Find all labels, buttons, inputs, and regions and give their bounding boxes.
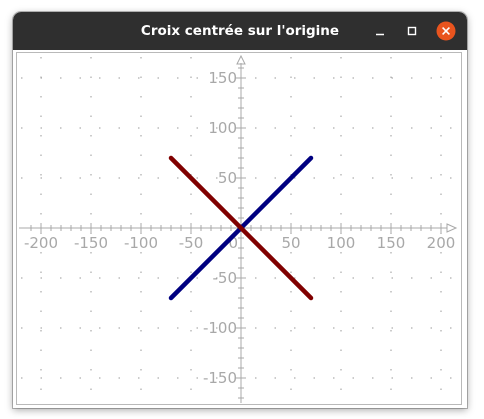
maximize-button[interactable] [402, 21, 422, 41]
title-bar[interactable]: Croix centrée sur l'origine [13, 12, 467, 50]
cross-plot: -200 -150 -100 -50 50 100 150 200 0 150 100 50 -50 -1… [19, 54, 458, 403]
x-axis-arrow [446, 223, 458, 233]
x-tick-label: 150 [377, 234, 406, 252]
window-title: Croix centrée sur l'origine [140, 23, 340, 39]
series-line-red [168, 155, 314, 301]
y-tick-label: -100 [203, 319, 237, 337]
minimize-icon [376, 33, 384, 36]
drawing-canvas[interactable]: -200 -150 -100 -50 50 100 150 200 0 150 100 50 -50 -1… [16, 52, 462, 405]
y-tick-label: 150 [208, 69, 237, 87]
x-tick-label: -150 [74, 234, 108, 252]
x-tick-label: -200 [24, 234, 58, 252]
x-tick-label: 50 [281, 234, 300, 252]
y-tick-label: 100 [208, 119, 237, 137]
close-icon [436, 21, 456, 41]
app-window: Croix centrée sur l'origine -200 -150 -100… [13, 12, 467, 408]
x-tick-label: -50 [179, 234, 204, 252]
x-tick-label: 200 [427, 234, 456, 252]
origin-label: 0 [228, 234, 238, 252]
y-axis-arrow [236, 54, 246, 65]
x-tick-label: 100 [327, 234, 356, 252]
close-button[interactable] [436, 21, 456, 41]
y-tick-label: -150 [203, 369, 237, 387]
x-tick-label: -100 [124, 234, 158, 252]
maximize-icon [407, 26, 417, 36]
y-tick-label: 50 [218, 169, 237, 187]
minimize-button[interactable] [370, 21, 390, 41]
y-tick-label: -50 [213, 269, 238, 287]
